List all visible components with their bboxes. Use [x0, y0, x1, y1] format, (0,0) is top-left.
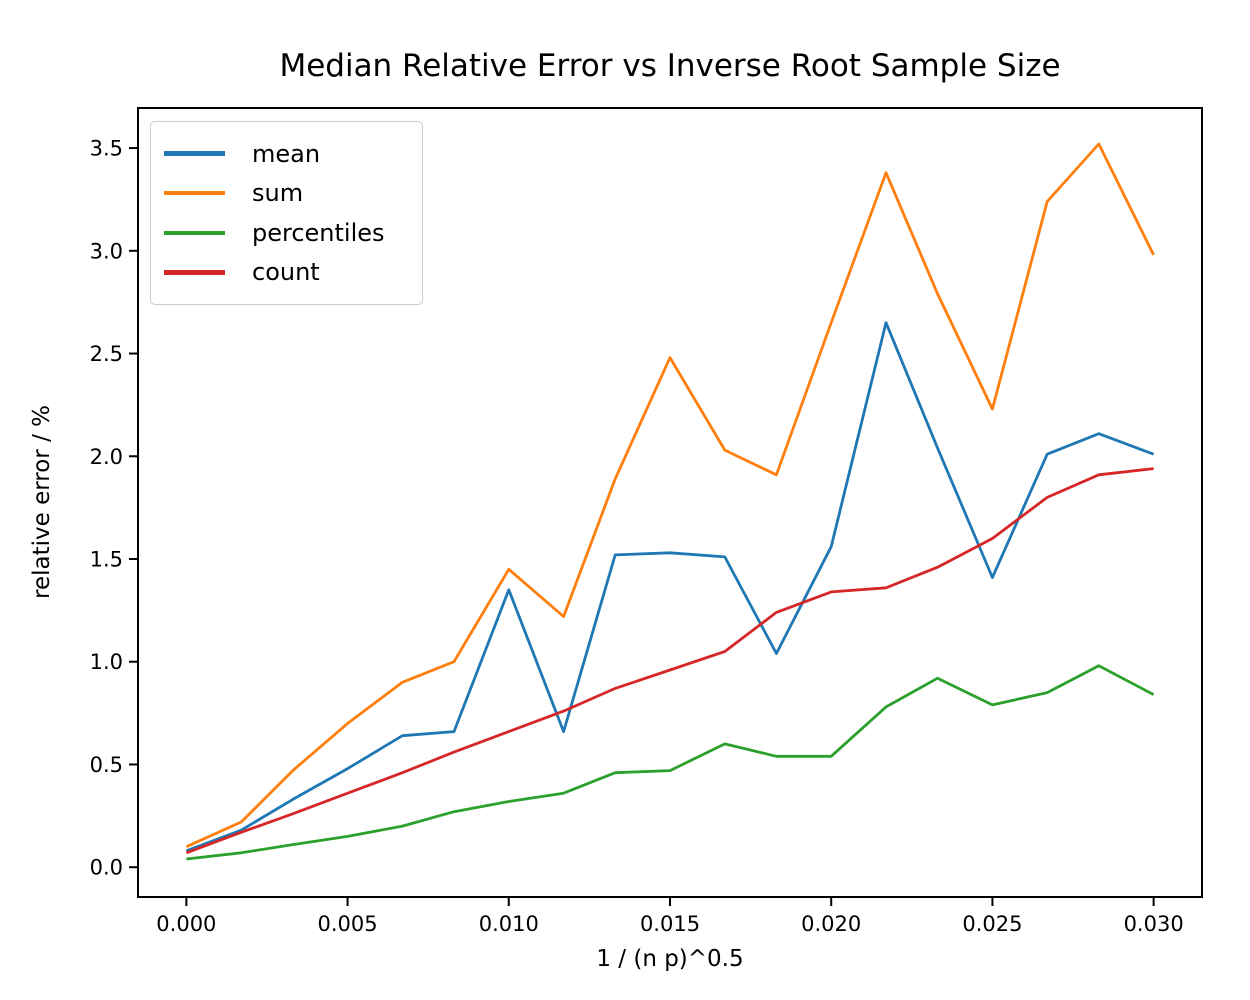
y-tick-label: 0.5 [90, 753, 123, 777]
x-tick-label: 0.025 [962, 912, 1022, 936]
y-tick-label: 3.0 [90, 239, 123, 263]
x-tick-label: 0.000 [156, 912, 216, 936]
y-tick-label: 2.5 [90, 342, 123, 366]
x-tick-label: 0.010 [479, 912, 539, 936]
legend-line-sample-mean [164, 151, 225, 156]
x-tick-label: 0.005 [318, 912, 378, 936]
legend-item-mean: mean [151, 142, 422, 166]
legend-label-sum: sum [252, 179, 304, 208]
series-line-count [185, 467, 1154, 855]
y-tick-label: 0.0 [90, 856, 123, 880]
x-tick-label: 0.020 [801, 912, 861, 936]
legend-label-mean: mean [252, 139, 321, 168]
series-line-mean [185, 321, 1155, 853]
x-tick-label: 0.030 [1124, 912, 1184, 936]
legend-label-count: count [252, 258, 320, 287]
legend-item-sum: sum [151, 181, 422, 205]
y-tick-label: 2.0 [90, 445, 123, 469]
legend-item-percentiles: percentiles [151, 221, 422, 245]
y-tick-label: 3.5 [90, 137, 123, 161]
legend: mean sum percentiles count [150, 121, 423, 305]
y-axis-label: relative error / % [29, 405, 55, 599]
x-axis-label: 1 / (n p)^0.5 [596, 946, 744, 972]
legend-label-percentiles: percentiles [252, 218, 385, 247]
legend-line-sample-count [164, 270, 225, 275]
legend-line-sample-percentiles [164, 230, 225, 236]
legend-line-sample-sum [164, 190, 225, 196]
series-line-sum [185, 142, 1155, 848]
legend-item-count: count [151, 260, 422, 284]
series-line-percentiles [186, 664, 1155, 861]
y-tick-label: 1.0 [90, 650, 123, 674]
chart-title: Median Relative Error vs Inverse Root Sa… [279, 48, 1061, 84]
y-tick-label: 1.5 [90, 548, 123, 572]
x-tick-label: 0.015 [640, 912, 700, 936]
